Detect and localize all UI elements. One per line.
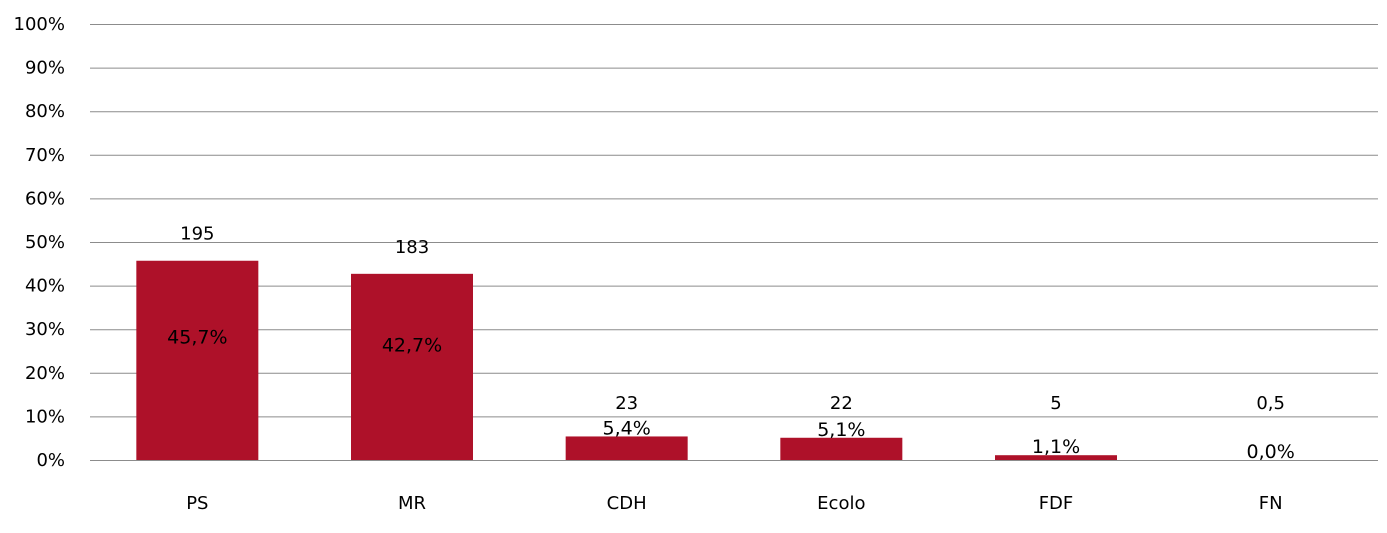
y-tick-label: 80% [25, 101, 65, 122]
count-label: 22 [830, 393, 853, 414]
y-tick-label: 10% [25, 406, 65, 427]
count-label: 23 [615, 393, 638, 414]
x-category-label: MR [398, 493, 426, 514]
value-label: 0,0% [1247, 441, 1295, 463]
count-label: 195 [180, 224, 214, 245]
bar-mr [351, 273, 473, 460]
value-label: 1,1% [1032, 436, 1080, 458]
x-category-label: FN [1259, 493, 1283, 514]
x-category-label: CDH [607, 493, 647, 514]
y-tick-label: 30% [25, 319, 65, 340]
x-category-label: Ecolo [817, 493, 865, 514]
y-tick-label: 20% [25, 363, 65, 384]
bar-ps [136, 260, 259, 460]
y-tick-label: 60% [25, 188, 65, 209]
bar-fdf [995, 455, 1117, 460]
y-tick-label: 0% [36, 450, 65, 471]
bars-layer [136, 260, 1117, 460]
x-axis-category-labels: PS MR CDH Ecolo FDF FN [186, 493, 1282, 514]
value-label: 45,7% [167, 326, 227, 348]
bar-ecolo [780, 437, 903, 460]
y-tick-label: 70% [25, 145, 65, 166]
count-label: 0,5 [1256, 393, 1285, 414]
y-axis-tick-labels: 0% 10% 20% 30% 40% 50% 60% 70% 80% 90% 100% [14, 14, 65, 471]
x-category-label: PS [186, 493, 208, 514]
y-tick-label: 100% [14, 14, 65, 35]
data-labels-layer: 45,7% 195 42,7% 183 5,4% 23 5,1% 22 1,1% 5 0,0% 0,5 [167, 224, 1295, 463]
y-tick-label: 90% [25, 58, 65, 79]
y-tick-label: 40% [25, 276, 65, 297]
value-label: 5,1% [817, 419, 865, 441]
value-label: 42,7% [382, 335, 442, 357]
grid-layer [90, 24, 1378, 461]
x-category-label: FDF [1039, 493, 1074, 514]
count-label: 5 [1050, 393, 1061, 414]
y-tick-label: 50% [25, 232, 65, 253]
bar-cdh [565, 436, 688, 460]
value-label: 5,4% [603, 417, 651, 439]
count-label: 183 [395, 237, 429, 258]
